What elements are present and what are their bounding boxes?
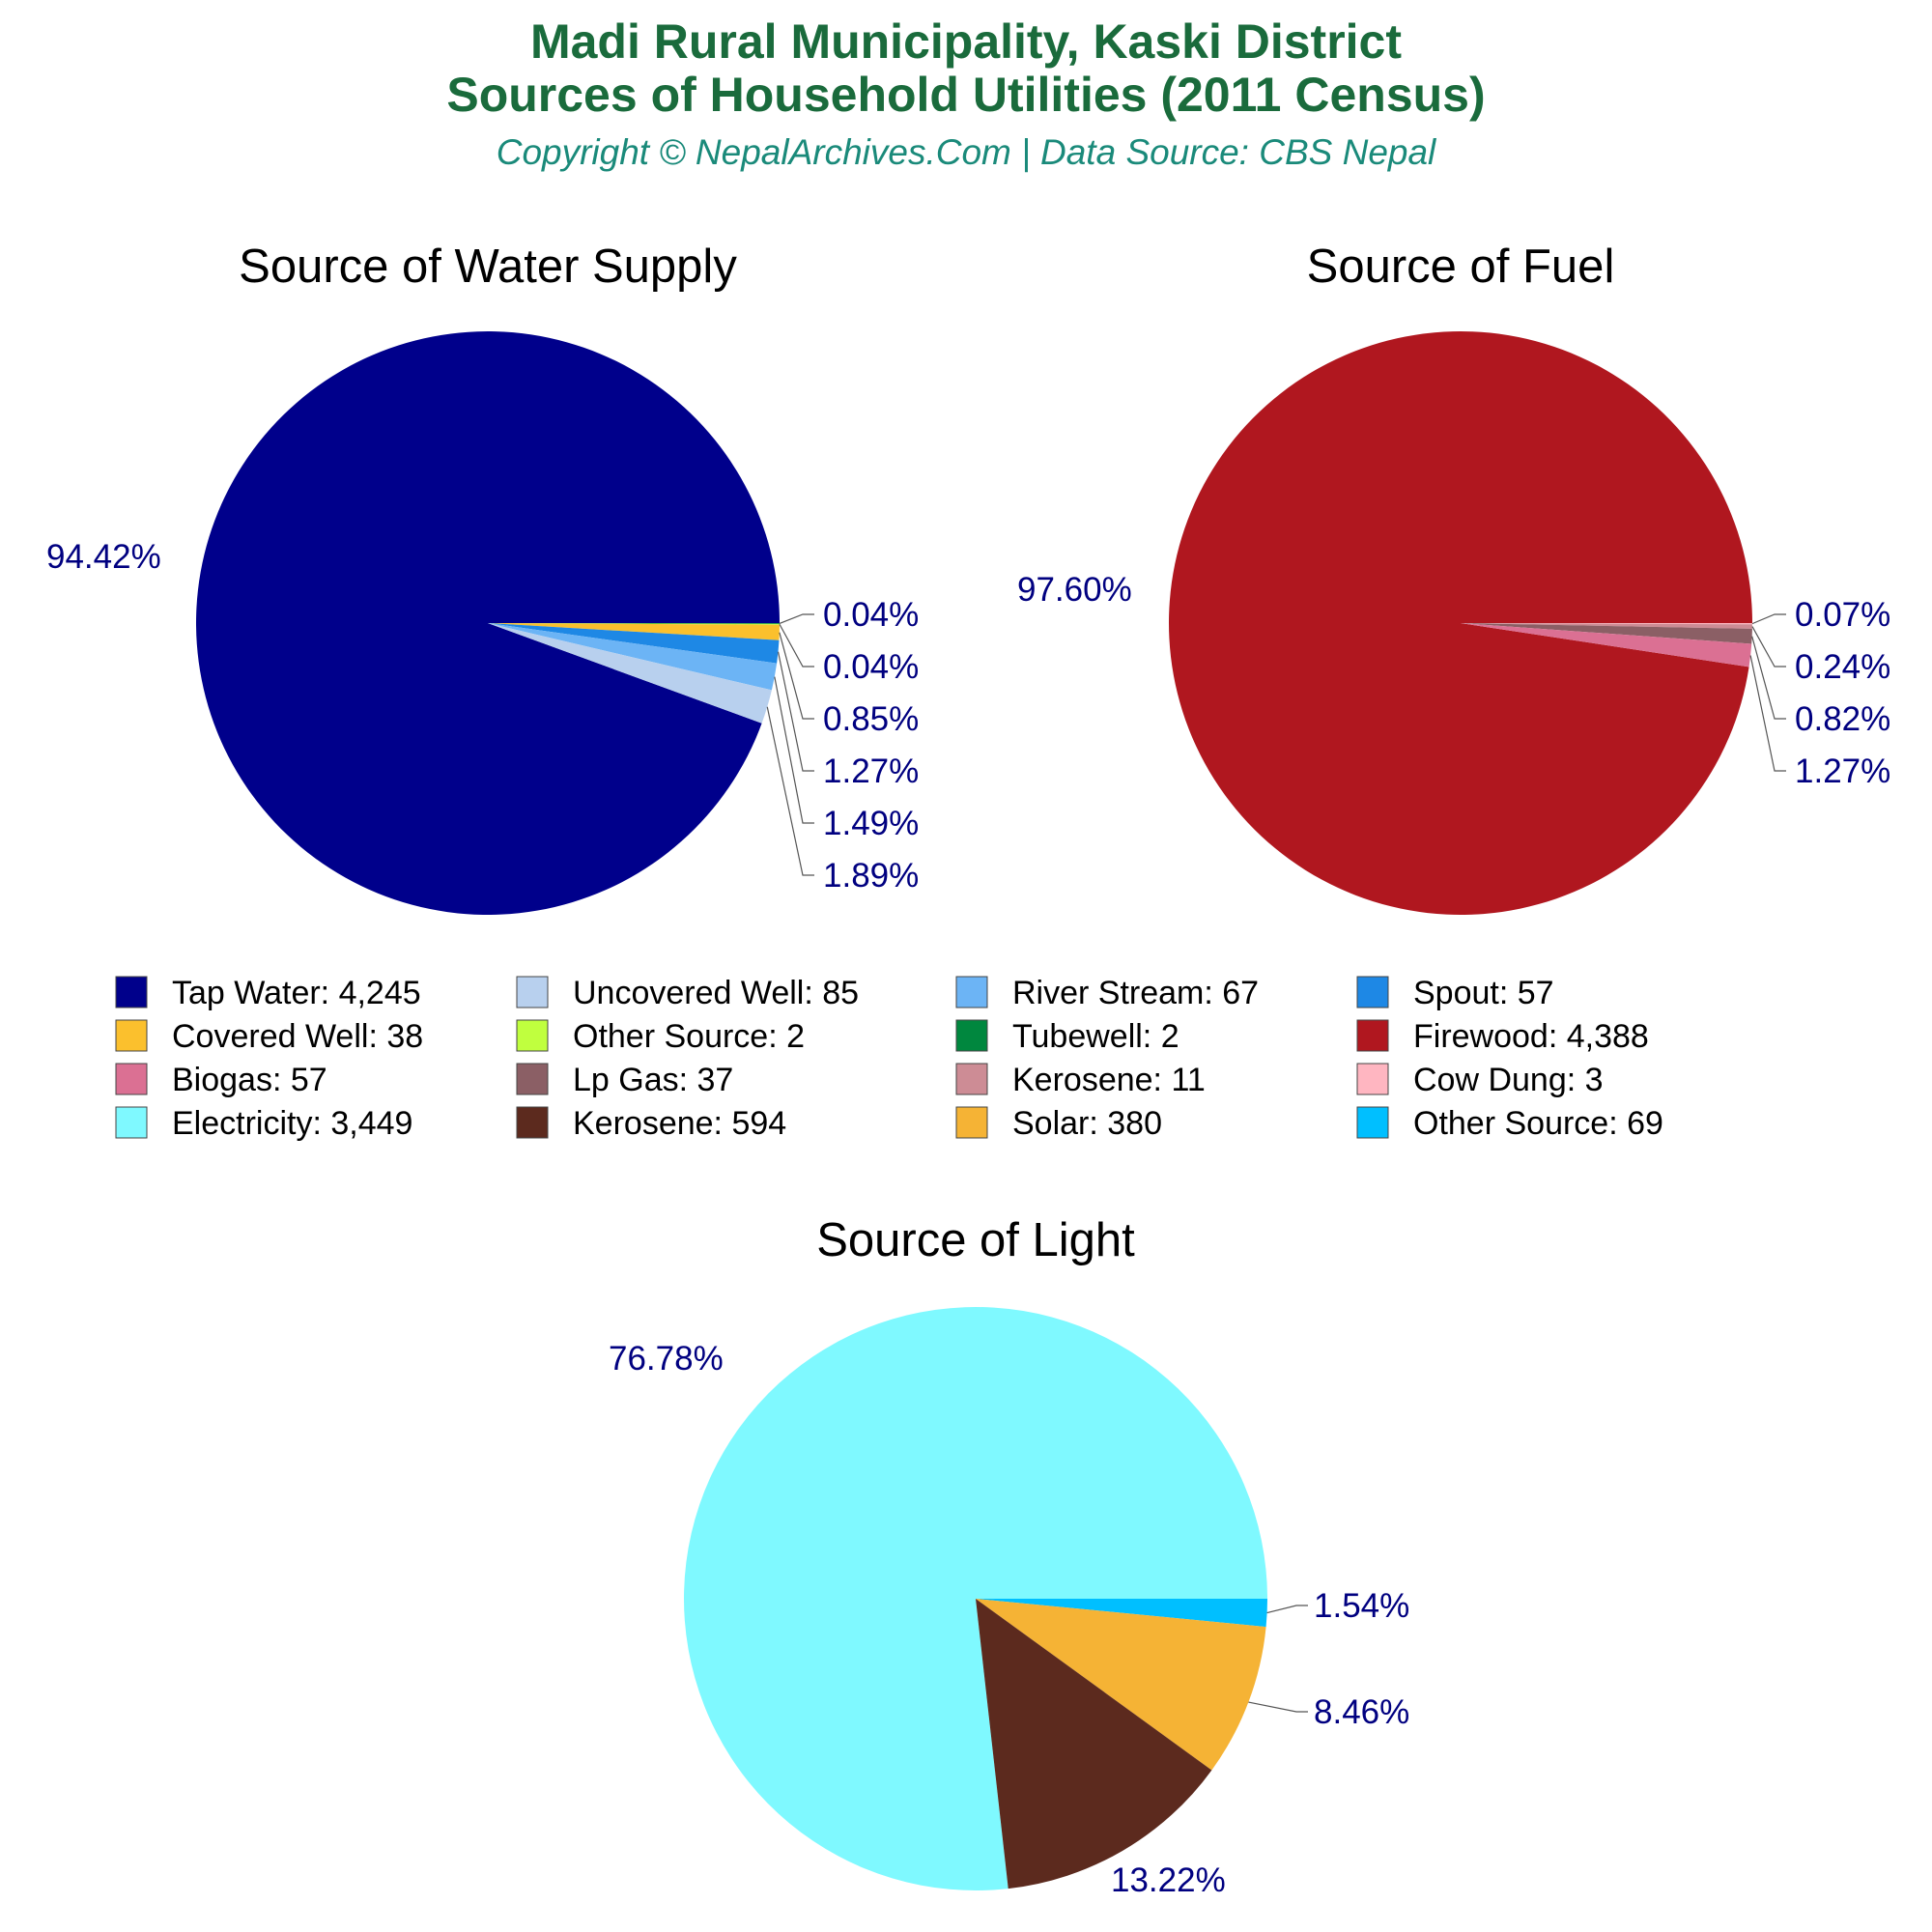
light-pie-title: Source of Light	[816, 1214, 1135, 1266]
water-slice-tap-water	[195, 331, 780, 916]
fuel-pct-label-cow-dung: 0.07%	[1795, 596, 1890, 634]
legend-swatch-tap-water-0	[115, 976, 148, 1009]
legend-label-river-stream-2: River Stream: 67	[1012, 975, 1259, 1011]
legend-swatch-biogas-8	[115, 1063, 148, 1095]
light-pct-label-other-source: 1.54%	[1314, 1587, 1409, 1625]
water-pct-label-tap-water: 94.42%	[46, 538, 161, 576]
legend-label-other-source-5: Other Source: 2	[573, 1018, 805, 1055]
light-slice-other-source	[976, 1599, 1267, 1628]
legend-swatch-lp-gas-9	[516, 1063, 549, 1095]
chart-title-line2: Sources of Household Utilities (2011 Cen…	[446, 68, 1485, 122]
fuel-leader-line-lp-gas	[1751, 636, 1786, 720]
legend-swatch-firewood-7	[1356, 1019, 1389, 1052]
legend-swatch-river-stream-2	[955, 976, 988, 1009]
water-leader-line-covered-well	[779, 632, 814, 720]
legend-label-uncovered-well-1: Uncovered Well: 85	[573, 975, 859, 1011]
chart-title-line1: Madi Rural Municipality, Kaski District	[530, 14, 1402, 69]
water-pct-label-uncovered-well: 1.89%	[823, 857, 919, 895]
fuel-pie: 97.60% 0.07% 0.24% 0.82% 1.27%	[1017, 331, 1890, 916]
legend-label-spout-3: Spout: 57	[1413, 975, 1554, 1011]
light-pct-label-solar: 8.46%	[1314, 1693, 1409, 1731]
legend-swatch-kerosene-10	[955, 1063, 988, 1095]
fuel-leader-line-kerosene	[1751, 626, 1786, 668]
legend-label-other-source-15: Other Source: 69	[1413, 1105, 1663, 1142]
fuel-slice-lp-gas	[1461, 623, 1752, 644]
water-pie-title: Source of Water Supply	[239, 241, 737, 293]
fuel-slice-biogas	[1461, 623, 1752, 668]
fuel-pct-label-lp-gas: 0.82%	[1795, 700, 1890, 738]
water-leader-line-other-source	[779, 623, 814, 668]
legend-swatch-covered-well-4	[115, 1019, 148, 1052]
fuel-leader-line-biogas	[1749, 655, 1786, 772]
legend-label-firewood-7: Firewood: 4,388	[1413, 1018, 1649, 1055]
water-supply-pie: 94.42% 0.04% 0.04% 0.85% 1.27% 1.49% 1.89%	[46, 331, 919, 916]
legend-swatch-electricity-12	[115, 1106, 148, 1139]
water-leader-line-uncovered-well	[766, 706, 814, 876]
legend-label-solar-14: Solar: 380	[1012, 1105, 1162, 1142]
legend-label-kerosene-10: Kerosene: 11	[1012, 1062, 1206, 1098]
water-slice-river-stream	[488, 623, 778, 691]
legend-swatch-spout-3	[1356, 976, 1389, 1009]
light-pct-label-electricity: 76.78%	[609, 1340, 724, 1378]
water-pct-label-other-source: 0.04%	[823, 648, 919, 686]
legend-label-electricity-12: Electricity: 3,449	[172, 1105, 412, 1142]
light-slice-kerosene	[976, 1599, 1212, 1889]
water-slice-tubewell	[488, 623, 780, 624]
fuel-pie-title: Source of Fuel	[1307, 241, 1615, 293]
legend-label-biogas-8: Biogas: 57	[172, 1062, 327, 1098]
legend-swatch-uncovered-well-1	[516, 976, 549, 1009]
legend-label-lp-gas-9: Lp Gas: 37	[573, 1062, 733, 1098]
fuel-pct-label-firewood: 97.60%	[1017, 571, 1132, 609]
water-slice-covered-well	[488, 623, 780, 640]
water-leader-line-river-stream	[774, 676, 814, 824]
light-pie: 76.78% 1.54% 8.46% 13.22%	[609, 1307, 1409, 1899]
water-slice-other-source	[488, 623, 780, 625]
legend-label-tubewell-6: Tubewell: 2	[1012, 1018, 1179, 1055]
legend-swatch-tubewell-6	[955, 1019, 988, 1052]
chart-subtitle: Copyright © NepalArchives.Com | Data Sou…	[497, 132, 1437, 172]
legend-swatch-other-source-15	[1356, 1106, 1389, 1139]
water-pct-label-covered-well: 0.85%	[823, 700, 919, 738]
light-pct-label-kerosene: 13.22%	[1111, 1861, 1226, 1899]
fuel-slice-firewood	[1169, 331, 1752, 916]
fuel-pct-label-kerosene: 0.24%	[1795, 648, 1890, 686]
legend: Tap Water: 4,245 Uncovered Well: 85 River …	[115, 975, 1663, 1142]
fuel-pct-label-biogas: 1.27%	[1795, 753, 1890, 790]
light-leader-line-other-source	[1266, 1605, 1308, 1614]
water-leader-line-spout	[777, 651, 814, 772]
water-leader-line-tubewell	[779, 613, 814, 624]
water-pct-label-spout: 1.27%	[823, 753, 919, 790]
water-pct-label-tubewell: 0.04%	[823, 596, 919, 634]
legend-label-tap-water-0: Tap Water: 4,245	[172, 975, 421, 1011]
water-pct-label-river-stream: 1.49%	[823, 805, 919, 842]
fuel-leader-line-cow-dung	[1751, 613, 1786, 625]
light-leader-line-solar	[1248, 1701, 1308, 1713]
legend-swatch-kerosene-13	[516, 1106, 549, 1139]
water-slice-spout	[488, 623, 780, 664]
legend-swatch-other-source-5	[516, 1019, 549, 1052]
legend-swatch-cow-dung-11	[1356, 1063, 1389, 1095]
water-slice-uncovered-well	[488, 623, 772, 724]
fuel-slice-cow-dung	[1461, 623, 1752, 625]
fuel-slice-kerosene	[1461, 623, 1752, 629]
legend-label-kerosene-13: Kerosene: 594	[573, 1105, 786, 1142]
legend-label-covered-well-4: Covered Well: 38	[172, 1018, 423, 1055]
legend-label-cow-dung-11: Cow Dung: 3	[1413, 1062, 1604, 1098]
legend-swatch-solar-14	[955, 1106, 988, 1139]
light-slice-solar	[976, 1599, 1266, 1771]
